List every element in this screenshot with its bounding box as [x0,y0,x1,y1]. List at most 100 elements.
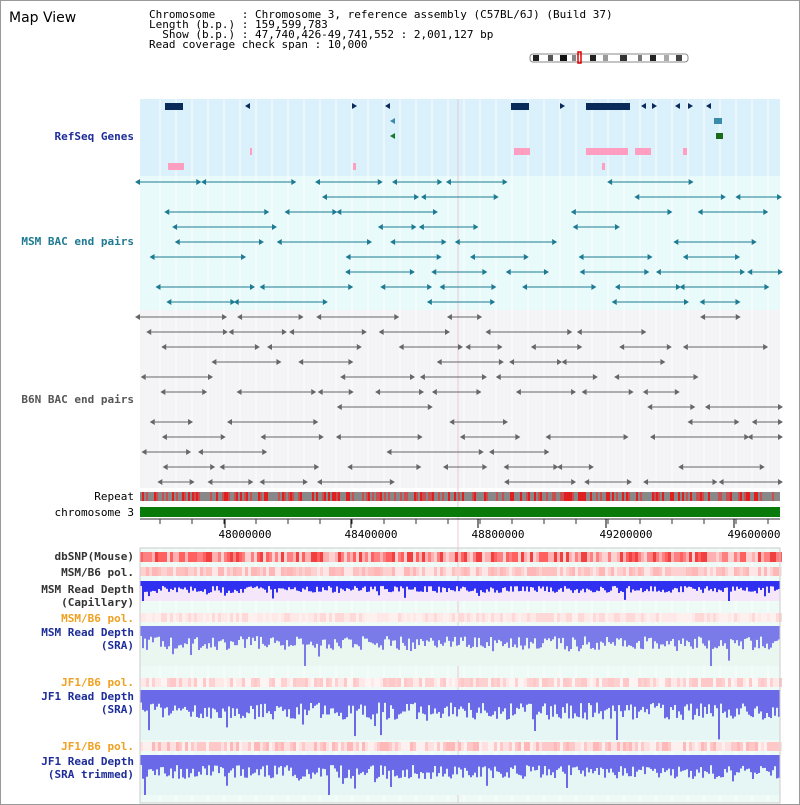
repeat-element [568,492,570,501]
b6n-bac-pair-end [778,404,783,410]
dbsnp-cell [677,552,680,562]
msm-depth-capillary-bar [670,581,672,593]
dbsnp-cell [767,552,770,562]
msm-depth-sra-bar [206,626,208,649]
msm-depth-sra-bar [466,626,468,647]
track-label-msm-b6-pol-1[interactable]: MSM/B6 pol. [61,566,134,579]
jf1-depth-trimmed-bar [312,755,314,773]
b6n-bac-pair-end [254,344,260,350]
track-label-jf1-depth-trim[interactable]: JF1 Read Depth [41,755,134,768]
msm-b6-pol-cell [431,567,434,576]
msm-depth-capillary-bar [606,581,608,593]
jf1-depth-sra-bar [336,690,338,713]
msm-depth-capillary-bar [430,581,432,587]
msm-depth-capillary-bar [310,581,312,592]
track-label-jf1-depth-sra[interactable]: JF1 Read Depth [41,690,134,703]
msm-b6-pol-2-cell [413,613,416,622]
msm-b6-pol-2-cell [518,613,521,622]
msm-depth-capillary-bar [284,581,286,590]
msm-depth-capillary-bar [562,581,564,592]
msm-bac-pair-end [523,254,529,260]
msm-depth-capillary-bar [222,581,224,588]
jf1-depth-sra-bar [454,690,456,708]
jf1-b6-pol-2-cell [272,742,275,751]
dbsnp-cell [320,552,323,562]
repeat-element [236,492,238,501]
msm-b6-pol-cell [176,567,179,576]
msm-depth-capillary-bar [684,581,686,587]
track-label-b6n-bac[interactable]: B6N BAC end pairs [21,393,134,406]
jf1-depth-trimmed-bar [594,755,596,771]
track-label-jf1-b6-pol-1[interactable]: JF1/B6 pol. [61,676,134,689]
dbsnp-cell [185,552,188,562]
jf1-b6-pol-2-cell [203,742,206,751]
jf1-b6-pol-2-cell [290,742,293,751]
jf1-depth-trimmed-bar [254,755,256,773]
repeat-element [288,492,290,501]
jf1-depth-trimmed-bar [198,755,200,772]
jf1-depth-trimmed-bar [556,755,558,770]
jf1-depth-sra-bar [438,690,440,713]
jf1-depth-trimmed-bar [224,755,226,777]
jf1-depth-sra-bar [232,690,234,709]
dbsnp-cell [773,552,776,562]
track-label-jf1-b6-pol-2[interactable]: JF1/B6 pol. [61,740,134,753]
jf1-b6-pol-2-cell [413,742,416,751]
msm-b6-pol-2-cell [752,613,755,622]
track-label-msm-depth-cap[interactable]: MSM Read Depth [41,583,134,596]
track-label-msm-depth-sra[interactable]: MSM Read Depth [41,626,134,639]
msm-b6-pol-cell [239,567,242,576]
jf1-depth-sra-bar [354,690,356,737]
msm-depth-sra-bar [724,626,726,644]
dbsnp-cell [260,552,263,562]
jf1-depth-sra-bar [300,690,302,704]
jf1-b6-pol-2-cell [755,742,758,751]
jf1-depth-sra-bar [580,690,582,704]
msm-depth-sra-bar [754,626,756,648]
msm-b6-pol-2-cell [689,613,692,622]
msm-b6-pol-2-cell [734,613,737,622]
jf1-b6-pol-2-cell [185,742,188,751]
msm-depth-capillary-bar [202,581,204,592]
jf1-depth-sra-bar [576,690,578,717]
jf1-depth-trimmed-bar [726,755,728,773]
msm-depth-capillary-bar [440,581,442,593]
msm-depth-sra-bar [248,626,250,637]
track-label-msm-b6-pol-2[interactable]: MSM/B6 pol. [61,612,134,625]
track-label-refseq[interactable]: RefSeq Genes [54,130,134,143]
dbsnp-cell [290,552,293,562]
msm-depth-sra-bar [162,626,164,642]
msm-b6-pol-2-cell [164,613,167,622]
msm-depth-capillary-bar [214,581,216,591]
msm-b6-pol-2-cell [404,613,407,622]
jf1-b6-pol-cell [758,678,761,687]
jf1-b6-pol-2-cell [419,742,422,751]
msm-depth-sra-bar [730,626,732,640]
jf1-b6-pol-2-cell [767,742,770,751]
track-label-msm-bac[interactable]: MSM BAC end pairs [21,235,134,248]
msm-depth-sra-bar [140,626,142,637]
msm-depth-capillary-bar [218,581,220,591]
jf1-b6-pol-2-cell [506,742,509,751]
jf1-b6-pol-2-cell [368,742,371,751]
track-label-jf1-depth-trim-sub: (SRA trimmed) [47,768,134,781]
msm-depth-sra-bar [194,626,196,640]
jf1-b6-pol-cell [488,678,491,687]
track-label-dbsnp[interactable]: dbSNP(Mouse) [54,550,134,563]
jf1-depth-sra-bar [592,690,594,718]
jf1-depth-trimmed-bar [680,755,682,772]
jf1-depth-trimmed-bar [528,755,530,767]
jf1-depth-sra-bar [744,690,746,707]
jf1-b6-pol-2-cell [275,742,278,751]
msm-depth-capillary-bar [332,581,334,593]
msm-bac-pair-end [321,194,327,200]
jf1-depth-sra-bar [180,690,182,711]
msm-depth-capillary-bar [596,581,598,591]
msm-b6-pol-2-cell [608,613,611,622]
jf1-b6-pol-cell [620,678,623,687]
msm-depth-capillary-bar [180,581,182,589]
jf1-b6-pol-cell [638,678,641,687]
msm-b6-pol-2-cell [695,613,698,622]
msm-b6-pol-cell [698,567,701,576]
